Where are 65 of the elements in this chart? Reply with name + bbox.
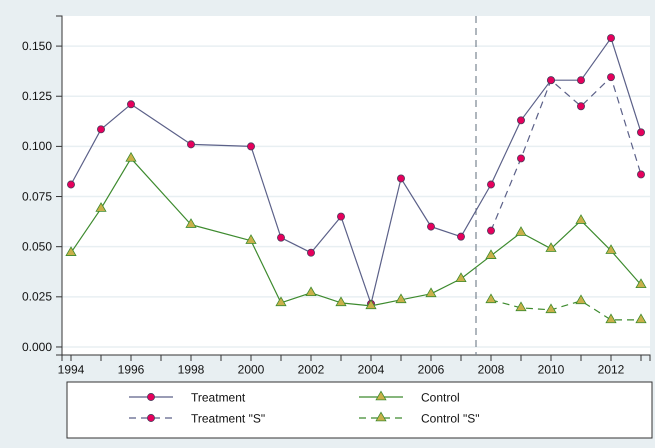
point — [427, 222, 435, 231]
point — [396, 294, 406, 304]
x-tick-label: 2004 — [358, 362, 385, 377]
point — [96, 202, 106, 212]
point — [576, 214, 586, 224]
x-tick-label: 2000 — [238, 362, 265, 377]
point — [337, 212, 345, 221]
point — [487, 226, 495, 235]
point — [636, 278, 646, 288]
point — [607, 73, 615, 82]
point — [637, 170, 645, 178]
y-tick-label: 0.025 — [22, 290, 52, 304]
point — [546, 242, 556, 252]
point — [636, 314, 646, 324]
point — [246, 234, 256, 244]
point — [126, 152, 136, 162]
y-tick-label: 0.075 — [22, 189, 52, 204]
point — [486, 250, 496, 259]
point — [187, 140, 195, 148]
point — [277, 234, 285, 242]
legend-label: Treatment "S" — [191, 412, 266, 426]
point — [247, 142, 255, 150]
point — [576, 294, 586, 304]
x-tick-label: 2012 — [598, 362, 625, 377]
x-tick-label: 2002 — [298, 362, 325, 377]
point — [66, 246, 76, 256]
point — [336, 296, 346, 306]
point — [306, 286, 316, 296]
point — [307, 248, 315, 257]
y-tick-label: 0.000 — [22, 340, 52, 354]
point — [97, 125, 105, 134]
y-tick-label: 0.150 — [22, 38, 52, 53]
y-tick-label: 0.100 — [22, 139, 52, 154]
x-tick-label: 2010 — [538, 362, 565, 377]
point — [486, 294, 496, 304]
legend-label: Control — [421, 390, 460, 404]
point — [127, 100, 135, 108]
point — [276, 296, 286, 306]
point — [67, 180, 75, 188]
point — [546, 304, 556, 314]
point — [186, 218, 196, 228]
point — [516, 226, 526, 236]
point — [577, 102, 585, 110]
point — [426, 288, 436, 298]
point — [637, 128, 645, 136]
x-tick-label: 1994 — [58, 362, 85, 377]
x-tick-label: 2006 — [418, 362, 445, 377]
point — [487, 180, 495, 188]
point — [517, 154, 525, 162]
legend-label: Control "S" — [421, 412, 480, 426]
x-tick-label: 1996 — [118, 362, 145, 377]
y-tick-label: 0.050 — [22, 240, 52, 254]
point — [606, 244, 616, 254]
x-tick-label: 1998 — [178, 362, 205, 377]
point — [577, 76, 585, 84]
point — [517, 116, 525, 124]
point — [456, 272, 466, 282]
point — [516, 302, 526, 312]
point — [606, 314, 616, 324]
y-tick-label: 0.125 — [22, 89, 52, 104]
x-tick-label: 2008 — [478, 362, 505, 377]
point — [397, 174, 405, 182]
legend-label: Treatment — [191, 390, 246, 404]
point — [457, 232, 465, 241]
point — [607, 34, 615, 42]
